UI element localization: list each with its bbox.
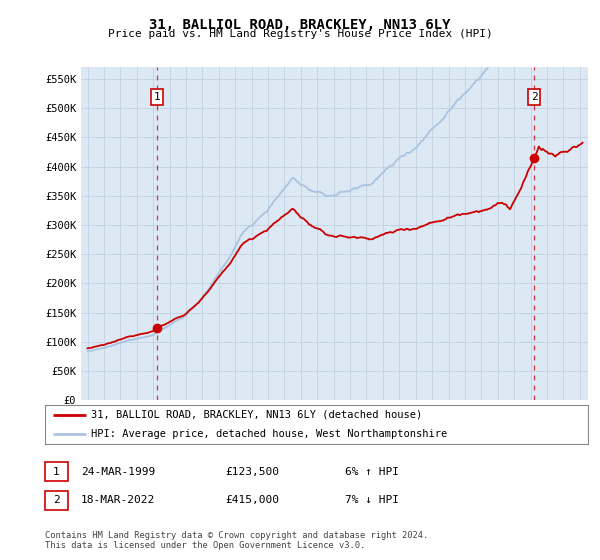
Text: 1: 1: [154, 92, 160, 102]
Text: HPI: Average price, detached house, West Northamptonshire: HPI: Average price, detached house, West…: [91, 429, 448, 439]
Text: 1: 1: [53, 466, 60, 477]
Text: 31, BALLIOL ROAD, BRACKLEY, NN13 6LY: 31, BALLIOL ROAD, BRACKLEY, NN13 6LY: [149, 18, 451, 32]
Text: 18-MAR-2022: 18-MAR-2022: [81, 495, 155, 505]
Text: Price paid vs. HM Land Registry's House Price Index (HPI): Price paid vs. HM Land Registry's House …: [107, 29, 493, 39]
Text: 7% ↓ HPI: 7% ↓ HPI: [345, 495, 399, 505]
Text: Contains HM Land Registry data © Crown copyright and database right 2024.
This d: Contains HM Land Registry data © Crown c…: [45, 531, 428, 550]
Text: 6% ↑ HPI: 6% ↑ HPI: [345, 466, 399, 477]
Text: £123,500: £123,500: [225, 466, 279, 477]
Text: 24-MAR-1999: 24-MAR-1999: [81, 466, 155, 477]
Text: 31, BALLIOL ROAD, BRACKLEY, NN13 6LY (detached house): 31, BALLIOL ROAD, BRACKLEY, NN13 6LY (de…: [91, 410, 422, 420]
Text: 2: 2: [531, 92, 538, 102]
Text: 2: 2: [53, 495, 60, 505]
Text: £415,000: £415,000: [225, 495, 279, 505]
